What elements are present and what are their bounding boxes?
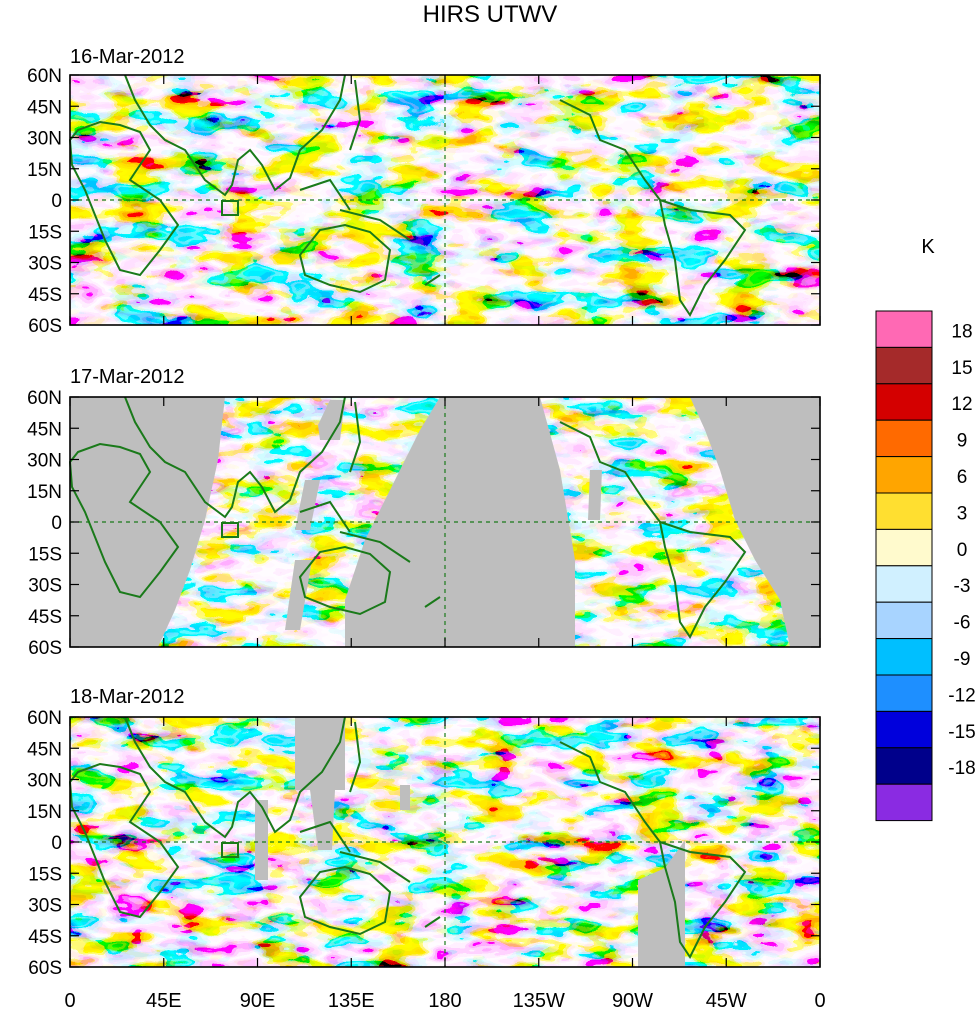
lat-label: 30N	[27, 129, 62, 150]
lat-label: 45S	[28, 607, 62, 628]
lon-label: 135W	[513, 990, 565, 1012]
colorbar-label: 15	[951, 358, 972, 379]
lat-label: 45S	[28, 285, 62, 306]
lon-label: 45E	[146, 990, 182, 1012]
lat-label: 60N	[27, 708, 62, 729]
lat-label: 15S	[28, 544, 62, 565]
colorbar-box	[875, 747, 933, 785]
colorbar-box	[875, 456, 933, 494]
lat-label: 30N	[27, 451, 62, 472]
colorbar-label: -15	[948, 722, 975, 743]
lon-label: 180	[428, 990, 461, 1012]
longitude-labels: 0 45E 90E 135E 180 135W 90W 45W 0	[64, 990, 825, 1012]
colorbar-box	[875, 492, 933, 530]
panel-1-date: 16-Mar-2012	[70, 46, 185, 68]
colorbar: K 18 15 12 9 6 3 0 -3 -6 -9 -12 -15 -18	[875, 236, 976, 822]
colorbar-label: -3	[954, 576, 971, 597]
lat-label: 30N	[27, 771, 62, 792]
lat-label: 15N	[27, 802, 62, 823]
colorbar-label: 0	[957, 540, 968, 561]
lat-label: 45N	[27, 419, 62, 440]
colorbar-label: 6	[957, 467, 968, 488]
colorbar-label: -12	[948, 685, 975, 706]
colorbar-label: -6	[954, 613, 971, 634]
lat-label: 15S	[28, 222, 62, 243]
lat-label: 60S	[28, 638, 62, 659]
lat-label: 15N	[27, 160, 62, 181]
colorbar-box	[875, 419, 933, 458]
colorbar-label: 3	[957, 503, 968, 524]
lat-label: 0	[51, 833, 62, 854]
lon-label: 90W	[612, 990, 653, 1012]
lat-label: 15N	[27, 482, 62, 503]
lat-label: 45N	[27, 97, 62, 118]
lat-label: 45S	[28, 927, 62, 948]
colorbar-box	[875, 601, 933, 640]
figure-title: HIRS UTWV	[423, 1, 558, 28]
panel-2-date: 17-Mar-2012	[70, 366, 185, 388]
lon-label: 135E	[328, 990, 375, 1012]
colorbar-label: 12	[951, 394, 972, 415]
colorbar-label: 9	[957, 431, 968, 452]
colorbar-box	[875, 383, 933, 421]
lat-label: 60N	[27, 388, 62, 409]
lat-label: 60N	[27, 66, 62, 87]
panel-3-date: 18-Mar-2012	[70, 686, 185, 708]
panel-2-missing-swath-1	[70, 397, 225, 647]
lon-label: 0	[64, 990, 75, 1012]
lat-label: 45N	[27, 739, 62, 760]
lat-label: 60S	[28, 316, 62, 337]
lat-label: 15S	[28, 864, 62, 885]
colorbar-box	[875, 528, 933, 567]
axis-ticks	[69, 74, 821, 968]
colorbar-unit: K	[921, 236, 935, 258]
panel-3-missing-swath-1	[295, 717, 345, 850]
panel-3-missing-swath-3	[638, 840, 685, 967]
panel-2: 17-Mar-2012	[69, 366, 821, 648]
colorbar-box	[875, 783, 933, 822]
lat-label: 0	[51, 191, 62, 212]
lat-label: 60S	[28, 958, 62, 979]
colorbar-box	[875, 710, 933, 749]
lat-label: 0	[51, 513, 62, 534]
colorbar-label: 18	[951, 321, 972, 342]
colorbar-box	[875, 638, 933, 676]
colorbar-box	[875, 346, 933, 385]
lat-label: 30S	[28, 254, 62, 275]
panel-2-missing-swath-2	[345, 397, 575, 647]
panel-2-missing-swath-3	[690, 397, 820, 647]
latitude-labels: 60N 45N 30N 15N 0 15S 30S 45S 60S 60N 45N 30N 15N 0 15…	[27, 66, 62, 979]
panel-1: 16-Mar-2012	[69, 46, 821, 326]
lat-label: 30S	[28, 576, 62, 597]
panel-3: 18-Mar-2012	[69, 686, 821, 968]
lat-label: 30S	[28, 896, 62, 917]
colorbar-label: -18	[948, 758, 975, 779]
lon-label: 45W	[706, 990, 747, 1012]
lon-label: 90E	[240, 990, 276, 1012]
lon-label: 0	[814, 990, 825, 1012]
colorbar-box	[875, 310, 933, 348]
colorbar-box	[875, 565, 933, 603]
colorbar-box	[875, 674, 933, 712]
colorbar-label: -9	[954, 649, 971, 670]
